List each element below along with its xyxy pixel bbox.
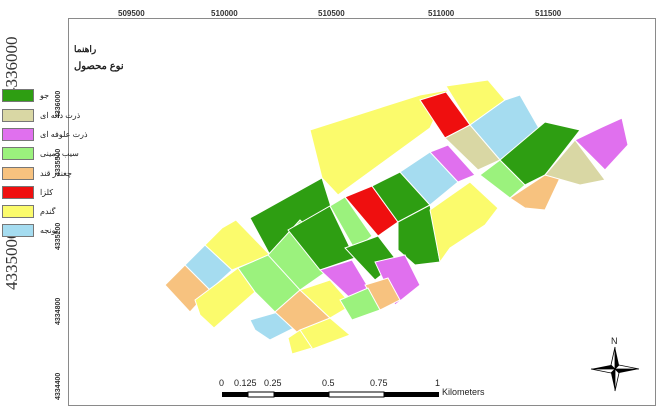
legend-swatch [2, 166, 34, 180]
field-parcel [509, 174, 561, 211]
field-parcel [499, 121, 581, 186]
legend-item: یونجه [2, 223, 58, 237]
legend-swatch [2, 204, 34, 218]
scale-label: 0.125 [234, 378, 257, 388]
north-arrow-icon [590, 346, 640, 392]
field-parcel [574, 117, 629, 171]
legend-item-label: جو [40, 90, 50, 100]
field-parcel [397, 204, 441, 266]
field-parcel [309, 89, 449, 196]
legend-swatch [2, 223, 34, 237]
legend-swatch [2, 146, 34, 160]
legend-subtitle: نوع محصول [74, 61, 124, 72]
field-parcel [204, 219, 271, 271]
legend-item: کلزا [2, 185, 53, 199]
legend-swatch [2, 108, 34, 122]
scale-label: 0.25 [264, 378, 282, 388]
scale-segment [274, 392, 329, 397]
x-tick-label: 510500 [318, 9, 345, 18]
scale-label: 0 [219, 378, 225, 388]
scale-segment [222, 392, 248, 397]
legend-swatch [2, 185, 34, 199]
legend-item-label: سیب زمینی [40, 148, 79, 158]
x-tick-label: 510000 [211, 9, 238, 18]
field-parcel [329, 196, 373, 251]
scale-label: 0.75 [370, 378, 388, 388]
legend-item-label: یونجه [40, 225, 59, 235]
field-parcel [339, 287, 381, 321]
x-tick-label: 511500 [535, 9, 562, 18]
field-parcel [544, 139, 606, 186]
legend-item: گندم [2, 204, 55, 218]
legend-swatch [2, 127, 34, 141]
legend-title: راهنما [74, 44, 97, 54]
legend-item: چغندر قند [2, 166, 72, 180]
legend-swatch [2, 88, 34, 102]
legend-item: ذرت دانه ای [2, 108, 80, 122]
map-legend: راهنما نوع محصول [74, 44, 144, 72]
legend-item: جو [2, 88, 49, 102]
legend-item-label: چغندر قند [40, 168, 72, 178]
field-parcel [194, 267, 256, 329]
scale-unit: Kilometers [442, 387, 485, 397]
scale-segment [328, 391, 385, 398]
field-parcel [429, 144, 476, 183]
field-parcels [164, 79, 629, 355]
field-parcel [287, 329, 313, 355]
scale-segment [384, 392, 439, 397]
x-tick-label: 511000 [428, 9, 455, 18]
scale-segment [247, 391, 275, 398]
field-parcel [429, 181, 499, 264]
legend-item-label: گندم [40, 206, 56, 216]
legend-item: ذرت علوفه ای [2, 127, 88, 141]
scale-label: 1 [435, 378, 441, 388]
scale-bar [222, 391, 439, 398]
x-tick-label: 509500 [118, 9, 145, 18]
scale-label: 0.5 [322, 378, 335, 388]
legend-item: سیب زمینی [2, 146, 79, 160]
legend-item-label: کلزا [40, 187, 54, 197]
north-label: N [611, 336, 618, 346]
legend-item-label: ذرت دانه ای [40, 110, 81, 120]
legend-item-label: ذرت علوفه ای [40, 129, 88, 139]
